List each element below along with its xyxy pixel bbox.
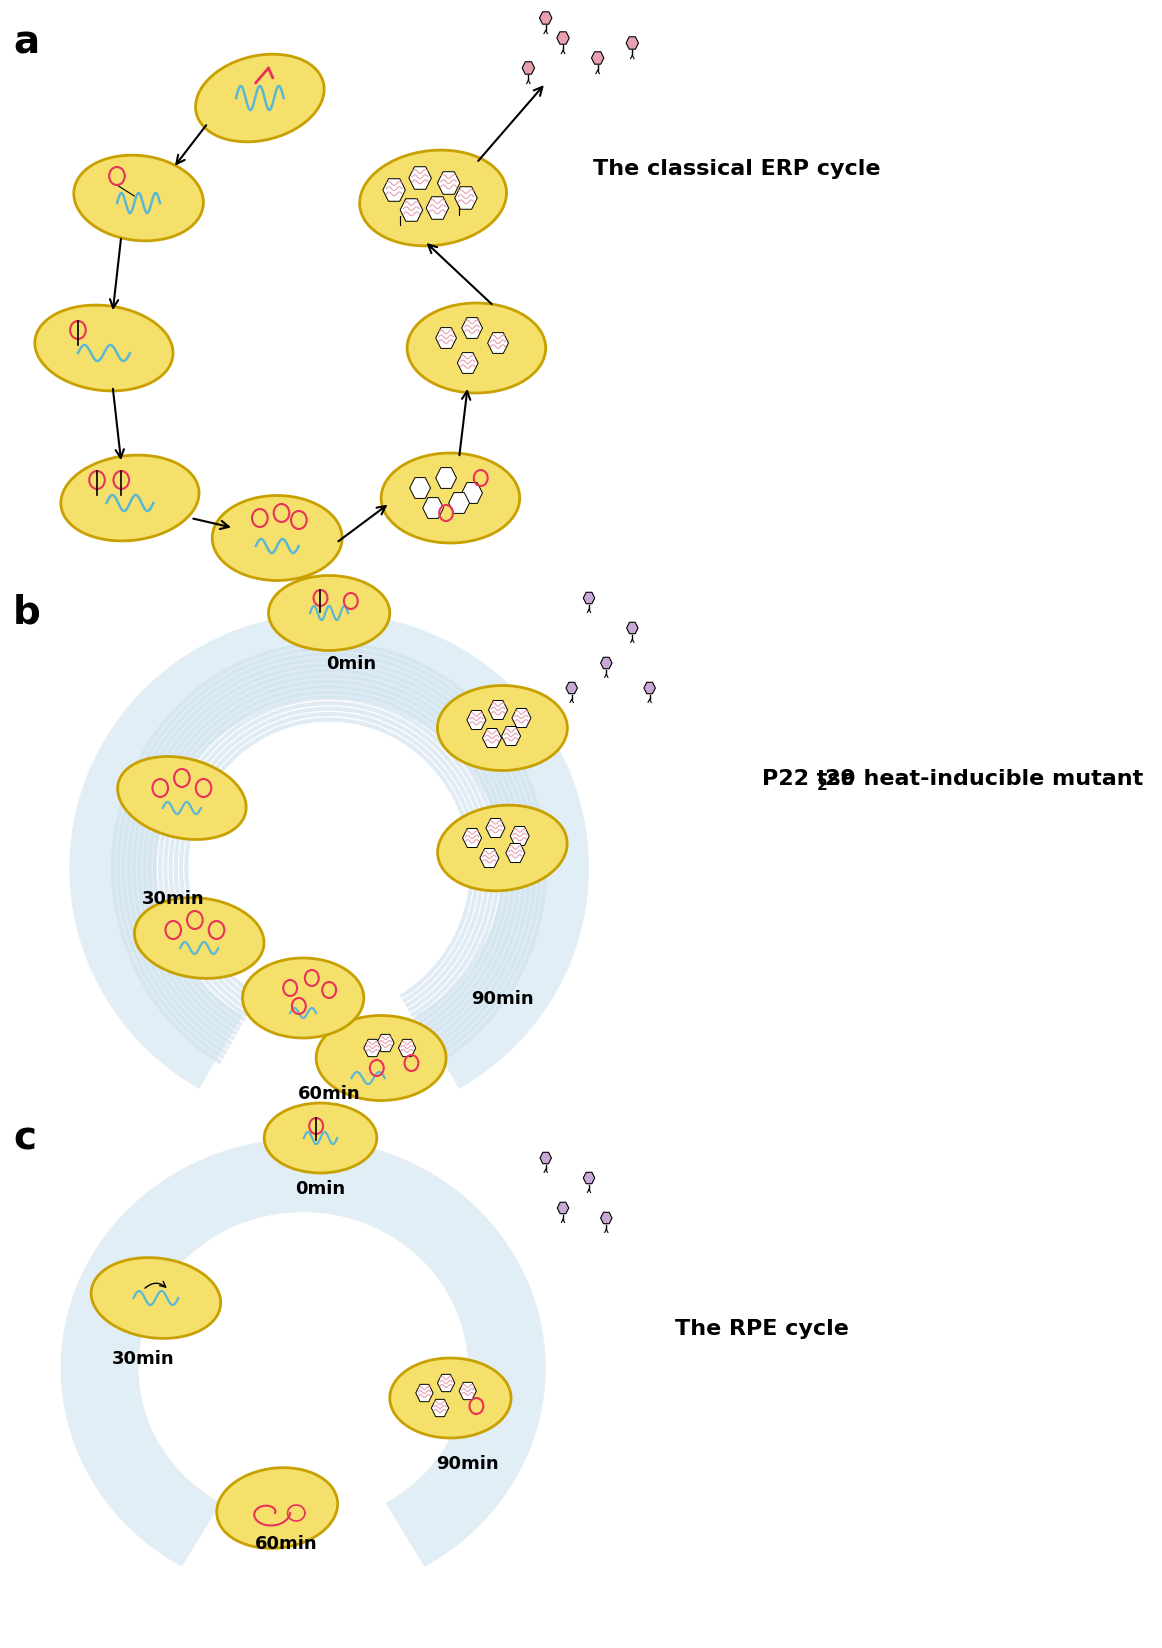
Text: c: c — [13, 1119, 36, 1157]
Polygon shape — [431, 1399, 449, 1417]
Polygon shape — [601, 1213, 612, 1224]
Polygon shape — [400, 199, 423, 222]
Text: 0min: 0min — [295, 1180, 345, 1198]
Polygon shape — [626, 38, 638, 49]
Polygon shape — [510, 827, 529, 845]
Polygon shape — [423, 498, 444, 519]
Text: b: b — [13, 593, 41, 631]
Ellipse shape — [360, 152, 507, 247]
Polygon shape — [454, 188, 478, 211]
Polygon shape — [436, 468, 457, 489]
Text: 30min: 30min — [142, 890, 205, 908]
Polygon shape — [70, 613, 589, 1089]
Ellipse shape — [135, 898, 264, 979]
Text: 90min: 90min — [471, 989, 533, 1007]
Polygon shape — [364, 1040, 381, 1056]
Polygon shape — [467, 710, 486, 730]
Polygon shape — [399, 1040, 416, 1056]
Ellipse shape — [91, 1257, 221, 1338]
Polygon shape — [416, 1384, 433, 1402]
Polygon shape — [461, 318, 482, 339]
Text: 90min: 90min — [437, 1454, 498, 1472]
Polygon shape — [449, 493, 469, 514]
Text: 2: 2 — [817, 778, 827, 793]
Polygon shape — [502, 727, 521, 747]
Polygon shape — [437, 173, 460, 194]
Polygon shape — [436, 328, 457, 349]
Polygon shape — [426, 198, 449, 221]
Polygon shape — [540, 1152, 552, 1163]
Ellipse shape — [437, 686, 567, 771]
Polygon shape — [583, 1173, 595, 1183]
Ellipse shape — [389, 1358, 511, 1439]
Polygon shape — [410, 478, 430, 499]
Text: 29 heat-inducible mutant: 29 heat-inducible mutant — [825, 768, 1143, 788]
Ellipse shape — [264, 1103, 376, 1173]
Ellipse shape — [381, 453, 519, 544]
Polygon shape — [566, 682, 578, 694]
Text: a: a — [13, 25, 40, 63]
Polygon shape — [644, 682, 655, 694]
Polygon shape — [583, 593, 595, 605]
Polygon shape — [458, 353, 478, 374]
Polygon shape — [557, 33, 569, 44]
Polygon shape — [462, 829, 481, 849]
Polygon shape — [591, 53, 604, 66]
Text: The RPE cycle: The RPE cycle — [675, 1318, 849, 1338]
Text: 60min: 60min — [254, 1534, 317, 1552]
Ellipse shape — [316, 1015, 446, 1101]
Polygon shape — [522, 63, 535, 76]
Ellipse shape — [243, 959, 364, 1038]
Polygon shape — [486, 819, 505, 839]
Ellipse shape — [195, 54, 324, 143]
Ellipse shape — [438, 806, 567, 892]
Polygon shape — [376, 1035, 394, 1051]
Polygon shape — [558, 1203, 568, 1215]
Polygon shape — [488, 333, 509, 354]
Polygon shape — [601, 658, 612, 669]
Ellipse shape — [213, 496, 342, 582]
Polygon shape — [480, 849, 498, 868]
Text: P22 tsc: P22 tsc — [762, 768, 854, 788]
Polygon shape — [60, 1139, 546, 1567]
Polygon shape — [505, 844, 525, 864]
Polygon shape — [382, 180, 406, 203]
Polygon shape — [626, 623, 638, 634]
Polygon shape — [539, 13, 552, 25]
Polygon shape — [488, 700, 508, 720]
Text: The classical ERP cycle: The classical ERP cycle — [593, 158, 880, 180]
Polygon shape — [461, 483, 482, 504]
Polygon shape — [409, 168, 431, 190]
Polygon shape — [437, 1374, 454, 1393]
Ellipse shape — [35, 307, 173, 392]
Ellipse shape — [60, 456, 199, 542]
Ellipse shape — [268, 577, 389, 651]
Ellipse shape — [216, 1468, 338, 1549]
Polygon shape — [512, 709, 531, 728]
Ellipse shape — [407, 303, 546, 394]
Polygon shape — [482, 728, 502, 748]
Ellipse shape — [74, 157, 203, 242]
Text: 0min: 0min — [325, 654, 375, 672]
Ellipse shape — [117, 756, 246, 840]
Text: 60min: 60min — [297, 1084, 360, 1103]
Text: 30min: 30min — [112, 1350, 174, 1368]
Polygon shape — [459, 1383, 476, 1399]
